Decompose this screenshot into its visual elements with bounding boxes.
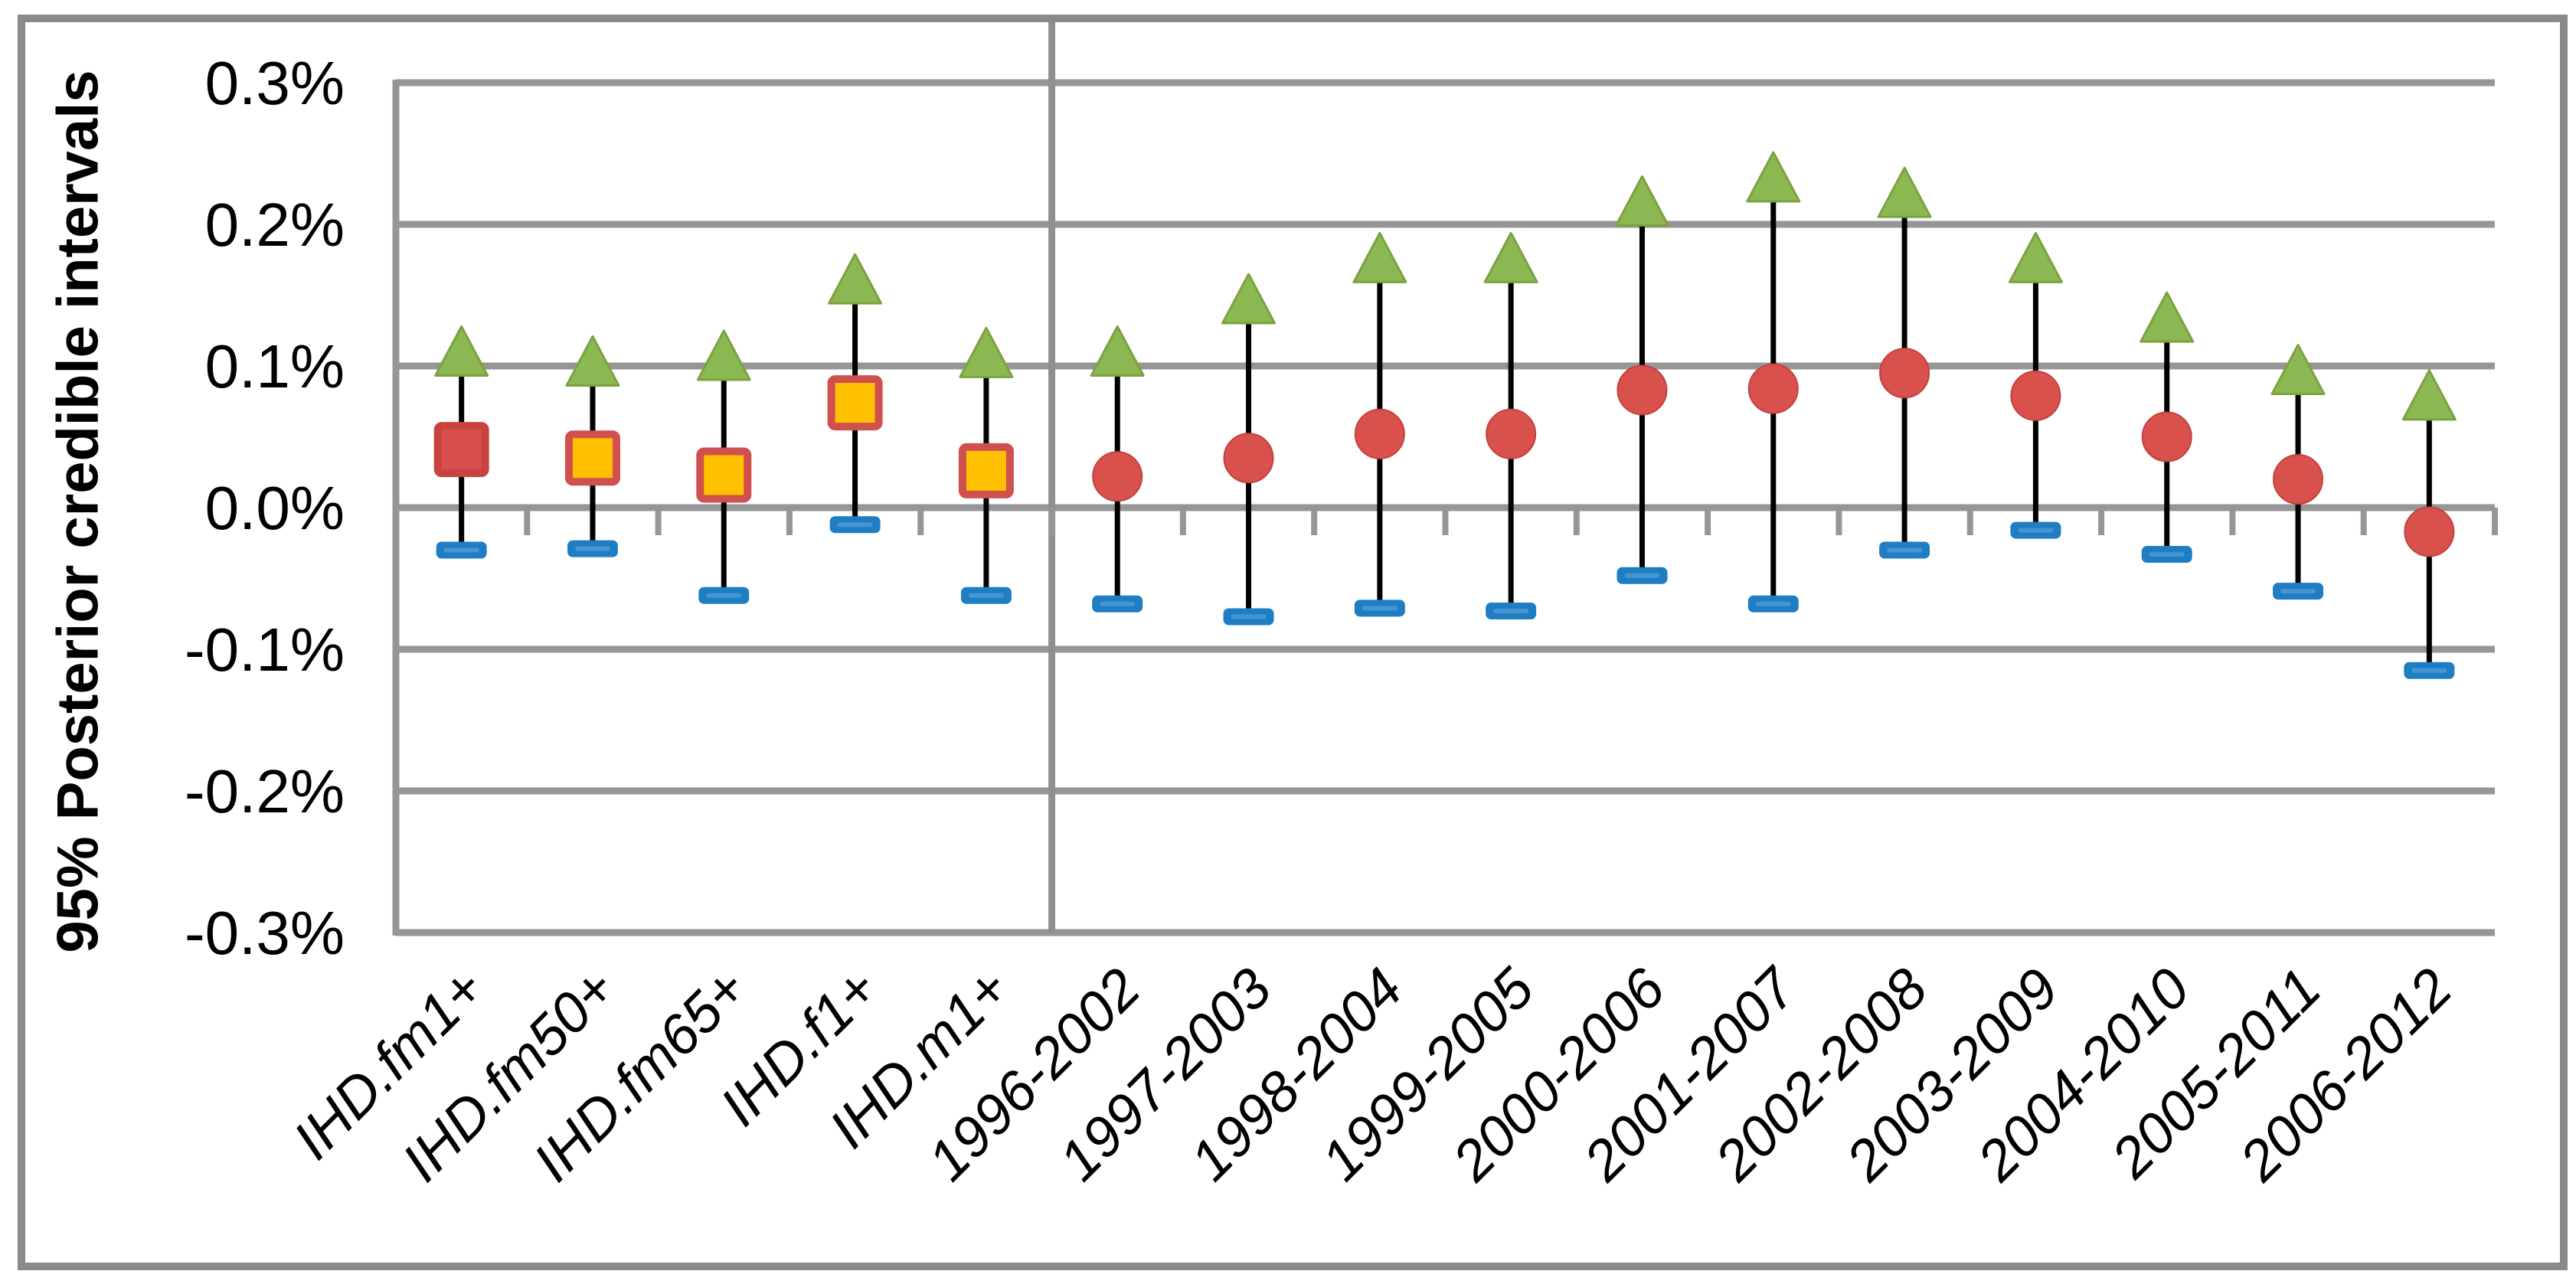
data-point-group [433,325,489,559]
dash-stripe-highlight [1100,601,1136,606]
data-point-group [2401,369,2457,679]
central-estimate-circle-marker [2141,411,2192,462]
dash-stripe-highlight [1362,606,1398,611]
data-point-group [1352,231,1407,617]
upper-bound-triangle-marker [959,326,1014,378]
central-estimate-circle-marker [1879,348,1930,399]
y-axis-tick-label: 0.0% [205,474,345,542]
y-axis-tick-label: -0.2% [185,757,345,825]
upper-bound-triangle-marker [1090,325,1145,377]
data-point-group [2140,291,2195,564]
upper-bound-triangle-marker [1221,273,1277,325]
upper-bound-triangle-marker [2140,291,2195,343]
dash-stripe-highlight [1887,547,1923,553]
upper-bound-triangle-marker [565,335,620,387]
central-estimate-circle-marker [1223,433,1274,484]
data-point-group [827,253,883,534]
central-estimate-square-marker [564,430,620,486]
upper-bound-triangle-marker [1614,175,1669,227]
y-axis-tick-label: -0.3% [185,899,345,967]
dash-stripe-highlight [1493,609,1529,614]
upper-bound-triangle-marker [434,325,489,377]
upper-bound-triangle-marker [1352,231,1407,283]
dash-stripe-highlight [706,593,742,598]
central-estimate-square-marker [696,447,752,503]
data-point-group [1483,231,1538,620]
upper-bound-triangle-marker [2008,231,2063,283]
central-estimate-circle-marker [1617,364,1668,416]
figure-border [18,15,2568,1270]
y-axis-tick-label: -0.1% [185,616,345,684]
data-point-group [1746,151,1801,613]
central-estimate-square-marker [433,422,489,478]
dash-stripe-highlight [1231,614,1267,619]
data-point-group [2008,231,2063,539]
data-point-group [958,326,1014,604]
dash-stripe-highlight [968,593,1004,598]
dash-stripe-highlight [837,522,873,528]
y-axis-tick-label: 0.3% [205,49,345,117]
dash-stripe-highlight [2280,589,2316,594]
central-estimate-circle-marker [2404,506,2455,557]
dash-stripe-highlight [574,546,610,551]
central-estimate-circle-marker [2273,454,2324,505]
upper-bound-triangle-marker [696,329,751,381]
central-estimate-circle-marker [1747,363,1799,414]
data-point-group [1090,325,1145,613]
data-point-group [564,335,620,557]
dash-stripe-highlight [2411,668,2447,673]
central-estimate-square-marker [827,375,883,431]
central-estimate-square-marker [958,443,1014,498]
central-estimate-circle-marker [2010,370,2061,421]
data-point-group [2270,344,2326,600]
y-axis-tick-label: 0.1% [205,332,345,400]
data-point-group [1221,273,1277,626]
dash-stripe-highlight [443,547,479,553]
upper-bound-triangle-marker [1877,166,1932,218]
upper-bound-triangle-marker [2270,344,2326,396]
data-point-group [1877,166,1932,559]
central-estimate-circle-marker [1092,451,1143,502]
dash-stripe-highlight [2149,552,2185,557]
central-estimate-circle-marker [1354,408,1405,459]
y-axis-tick-label: 0.2% [205,191,345,259]
upper-bound-triangle-marker [2401,369,2457,421]
data-point-group [696,329,752,604]
upper-bound-triangle-marker [1746,151,1801,203]
dash-stripe-highlight [1755,601,1791,606]
upper-bound-triangle-marker [1483,231,1538,283]
dash-stripe-highlight [1624,573,1660,578]
data-point-group [1614,175,1669,584]
central-estimate-circle-marker [1486,408,1537,459]
upper-bound-triangle-marker [828,253,883,305]
dash-stripe-highlight [2018,528,2054,533]
